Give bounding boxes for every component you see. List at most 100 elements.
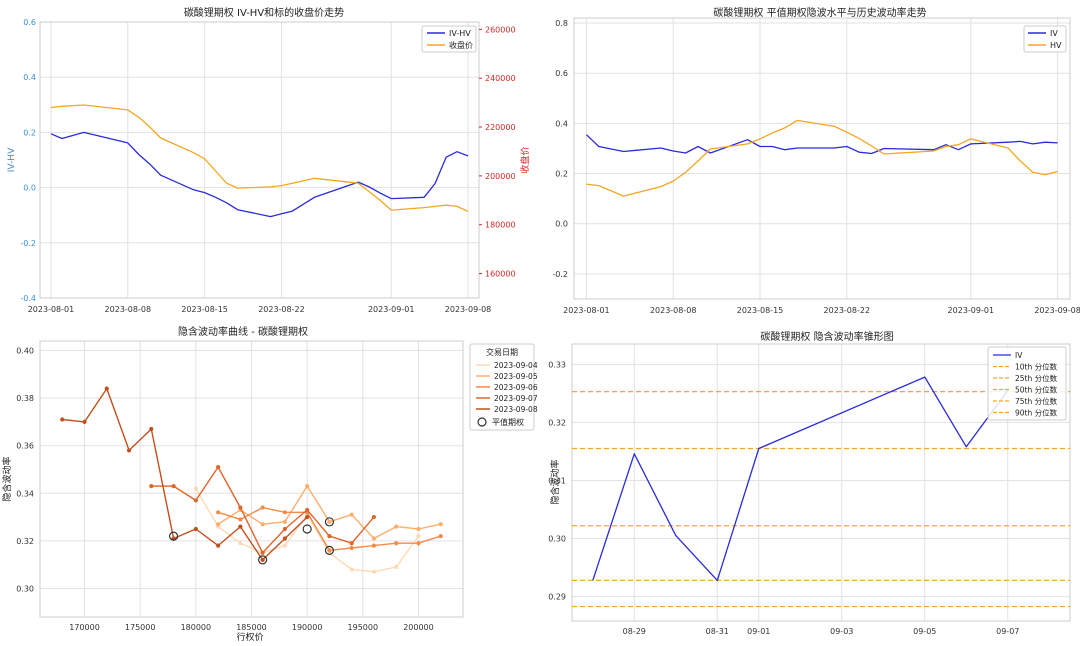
legend-label: 75th 分位数 — [1015, 396, 1058, 406]
x-ticks: 2023-08-01 2023-08-08 2023-08-15 2023-08-22… — [563, 306, 1080, 315]
series-point — [216, 522, 221, 527]
series-point — [193, 486, 198, 491]
x-tick-label: 2023-08-08 — [105, 305, 152, 314]
x-tick-label: 190000 — [292, 623, 323, 632]
x-tick-label: 195000 — [348, 623, 379, 632]
series-point — [349, 567, 354, 572]
legend-label: 2023-09-04 — [494, 361, 538, 370]
chart-iv-hv-close: 碳酸锂期权 IV-HV和标的收盘价走势 2023-08-01 2023-08-08… — [7, 6, 531, 314]
series-point — [193, 526, 198, 532]
chart-title: 隐含波动率曲线 - 碳酸锂期权 — [178, 325, 308, 338]
y-tick-label: 0.6 — [555, 69, 568, 78]
y-ticks: 0.29 0.30 0.31 0.32 0.33 — [548, 360, 566, 601]
series-point — [416, 534, 421, 539]
legend-label: 50th 分位数 — [1015, 385, 1058, 395]
x-tick-label: 09-03 — [830, 627, 853, 636]
series-group — [585, 119, 1058, 197]
y-tick-label-right: 260000 — [485, 25, 516, 34]
legend-label: 2023-09-06 — [494, 383, 538, 392]
series-point — [327, 534, 332, 539]
y-tick-label: 0.0 — [555, 220, 568, 229]
plot-frame — [39, 340, 464, 618]
series-point — [349, 541, 354, 546]
y-axis-label-left: IV-HV — [7, 147, 17, 172]
x-tick-label: 2023-08-08 — [650, 306, 697, 315]
series-point — [305, 514, 310, 520]
y-tick-label-left: -0.2 — [20, 239, 36, 248]
legend-marker-atm — [477, 417, 487, 427]
y-ticks: -0.2 0.0 0.2 0.4 0.6 0.8 — [552, 19, 568, 279]
legend-label: 25th 分位数 — [1015, 373, 1058, 383]
y-axis-label-right: 收盘价 — [519, 146, 531, 173]
series-point — [394, 524, 399, 529]
y-tick-label: 0.30 — [16, 584, 34, 593]
series-hv-line — [586, 119, 1058, 197]
x-tick-label: 2023-08-22 — [824, 306, 871, 315]
y-tick-label: 0.31 — [548, 476, 566, 485]
y-tick-label-right: 160000 — [485, 270, 516, 279]
chart-iv-cone: 碳酸锂期权 隐含波动率锥形图 08-29 08-31 09-01 09-03 09-05… — [548, 330, 1071, 636]
gridlines — [40, 21, 479, 299]
x-tick-label: 09-01 — [747, 627, 770, 636]
x-ticks: 2023-08-01 2023-08-08 2023-08-15 2023-08-22… — [28, 305, 492, 314]
series-point — [126, 448, 132, 453]
y-axis-label: 隐含波动率 — [549, 459, 561, 504]
x-tick-label: 180000 — [181, 623, 212, 632]
y-tick-label: 0.40 — [16, 347, 34, 356]
y-tick-label-left: 0.6 — [23, 18, 36, 27]
series-point — [216, 510, 221, 515]
series-point — [349, 545, 354, 551]
series-point — [282, 519, 287, 524]
atm-marker — [324, 517, 335, 527]
series-iv-line — [592, 376, 1009, 582]
series-iv-hv-line — [50, 131, 469, 218]
series-point — [438, 534, 443, 539]
x-tick-label: 09-07 — [996, 627, 1019, 636]
legend-label: 2023-09-07 — [494, 394, 538, 403]
y-ticks-left: -0.4 -0.2 0.0 0.2 0.4 0.6 — [20, 18, 36, 303]
legend-title: 交易日期 — [486, 347, 518, 357]
series-point — [171, 484, 176, 489]
series-point — [282, 543, 287, 548]
x-tick-label: 08-29 — [623, 627, 646, 636]
series-point — [260, 505, 265, 510]
series-point — [371, 514, 377, 520]
atm-marker — [302, 524, 312, 534]
y-tick-label: 0.4 — [555, 119, 568, 128]
legend: IV-HV 收盘价 — [421, 25, 477, 53]
x-tick-label: 2023-08-22 — [258, 305, 305, 314]
x-tick-label: 2023-09-01 — [948, 306, 995, 315]
x-tick-label: 2023-08-01 — [28, 305, 75, 314]
legend-label-hv: HV — [1050, 41, 1062, 50]
chart-title: 碳酸锂期权 平值期权隐波水平与历史波动率走势 — [713, 6, 926, 19]
series-point — [149, 484, 154, 489]
atm-marker — [258, 555, 268, 565]
y-tick-label: 0.33 — [548, 360, 566, 369]
series-point — [416, 541, 421, 546]
series-point — [416, 526, 421, 532]
x-ticks: 170000 175000 180000 185000 190000 195000 2000… — [69, 623, 433, 632]
y-tick-label-right: 220000 — [485, 123, 516, 132]
x-tick-label: 175000 — [125, 623, 156, 632]
series-point — [193, 498, 198, 503]
y-tick-label-right: 240000 — [485, 74, 516, 83]
chart-title: 碳酸锂期权 隐含波动率锥形图 — [760, 330, 893, 343]
y-tick-label: 0.32 — [16, 537, 34, 546]
y-tick-label: 0.8 — [555, 19, 568, 28]
y-tick-label: 0.30 — [548, 535, 566, 544]
legend-label-iv-hv: IV-HV — [449, 29, 471, 38]
gridlines — [574, 18, 1070, 299]
series-point — [238, 517, 243, 522]
legend-label: 2023-09-05 — [494, 372, 538, 381]
legend-items: 2023-09-04 2023-09-05 2023-09-06 2023-09-07… — [476, 361, 538, 414]
y-ticks-right: 160000 180000 200000 220000 240000 260000 — [479, 25, 516, 279]
series-point — [216, 465, 221, 470]
series-point — [371, 569, 377, 574]
series-point — [282, 536, 287, 541]
x-axis-label: 行权价 — [236, 631, 263, 643]
plot-frame — [571, 343, 1071, 622]
series-point — [305, 507, 310, 513]
legend-label: 90th 分位数 — [1015, 408, 1058, 418]
y-tick-label: 0.2 — [555, 170, 568, 179]
